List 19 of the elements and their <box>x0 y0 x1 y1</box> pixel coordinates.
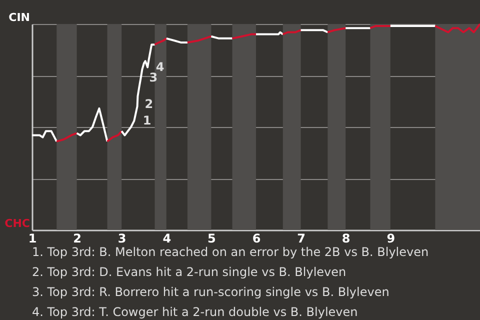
annotation: 2 <box>144 97 154 112</box>
text: 1. Top 3rd: B. Melton reached on an error by the 2B vs B. Blyleven <box>32 245 429 259</box>
text: CHC <box>4 217 30 230</box>
text: 3. Top 3rd: R. Borrero hit a run-scoring single vs B. Blyleven <box>32 285 390 299</box>
x-tick-label: 4 <box>162 232 172 246</box>
x-tick-label: 8 <box>342 232 350 246</box>
x-tick-label: 7 <box>297 232 306 246</box>
text: CIN <box>8 11 30 24</box>
x-tick-label: 1 <box>28 232 37 246</box>
annotation: 1 <box>142 114 152 128</box>
annotation: 3 <box>149 70 158 84</box>
x-tick-label: 3 <box>118 232 126 246</box>
x-tick-label: 6 <box>252 232 261 246</box>
annotation: 4 <box>156 60 164 74</box>
x-tick-label: 5 <box>208 232 216 246</box>
x-tick-label: 9 <box>386 232 396 246</box>
x-tick-label: 2 <box>73 232 82 246</box>
text: 2. Top 3rd: D. Evans hit a 2-run single vs B. Blyleven <box>32 265 346 279</box>
text: 4. Top 3rd: T. Cowger hit a 2-run double vs B. Blyleven <box>32 305 358 319</box>
